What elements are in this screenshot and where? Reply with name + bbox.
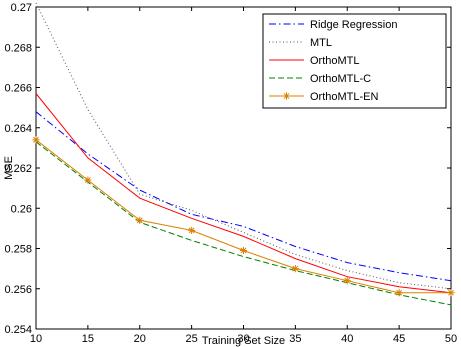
series-layer — [32, 2, 455, 306]
x-tick-label: 20 — [134, 333, 146, 345]
data-point — [447, 289, 455, 297]
legend-label: OrthoMTL-EN — [310, 91, 379, 103]
y-tick-label: 0.262 — [4, 163, 32, 175]
x-axis-label: Training Set Size — [202, 335, 285, 347]
data-point — [84, 176, 92, 184]
x-tick-label: 50 — [445, 333, 457, 345]
data-point — [343, 277, 351, 285]
series-orthomtl-en — [32, 136, 455, 297]
y-tick-label: 0.258 — [4, 244, 32, 256]
legend-label: OrthoMTL-C — [310, 73, 371, 85]
x-tick-label: 30 — [237, 333, 249, 345]
data-point — [239, 246, 248, 255]
legend-label: OrthoMTL — [310, 55, 360, 67]
data-point — [291, 265, 299, 273]
x-tick-label: 40 — [341, 333, 353, 345]
x-tick-label: 15 — [82, 333, 94, 345]
y-tick-label: 0.27 — [11, 2, 32, 14]
series-line — [35, 141, 452, 306]
data-point — [395, 289, 403, 297]
y-tick-label: 0.266 — [4, 83, 32, 95]
y-axis-label: MSE — [3, 156, 15, 180]
legend-item: Ridge Regression — [269, 19, 397, 31]
data-point — [32, 136, 40, 144]
legend-label: MTL — [310, 37, 332, 49]
y-tick-label: 0.264 — [4, 123, 32, 135]
legend-item: OrthoMTL — [269, 55, 360, 67]
series-line — [35, 93, 452, 294]
legend-item: MTL — [269, 37, 332, 49]
x-tick-label: 35 — [289, 333, 301, 345]
y-tick-label: 0.256 — [4, 284, 32, 296]
legend-box — [262, 13, 447, 109]
data-point — [188, 226, 196, 234]
x-tick-label: 25 — [186, 333, 198, 345]
y-tick-label: 0.26 — [11, 203, 32, 215]
legend: Ridge Regression MTL OrthoMTL OrthoMTL-C Ort… — [262, 13, 447, 109]
x-tick-label: 10 — [30, 333, 42, 345]
series-ridge-regression — [35, 111, 452, 282]
legend-item: OrthoMTL-EN — [269, 91, 379, 103]
y-tick-label: 0.254 — [4, 324, 32, 336]
data-point — [282, 92, 291, 100]
series-line — [35, 111, 452, 282]
legend-label: Ridge Regression — [310, 19, 397, 31]
legend-item: OrthoMTL-C — [269, 73, 371, 85]
series-orthomtl — [35, 93, 452, 294]
data-point — [136, 216, 144, 224]
axis-ticks: 10 15 20 25 30 35 40 45 50 0.254 0.256 0.258 0.26 0.2… — [4, 2, 457, 345]
x-tick-label: 45 — [393, 333, 405, 345]
y-tick-label: 0.268 — [4, 42, 32, 54]
series-orthomtl-c — [35, 141, 452, 306]
